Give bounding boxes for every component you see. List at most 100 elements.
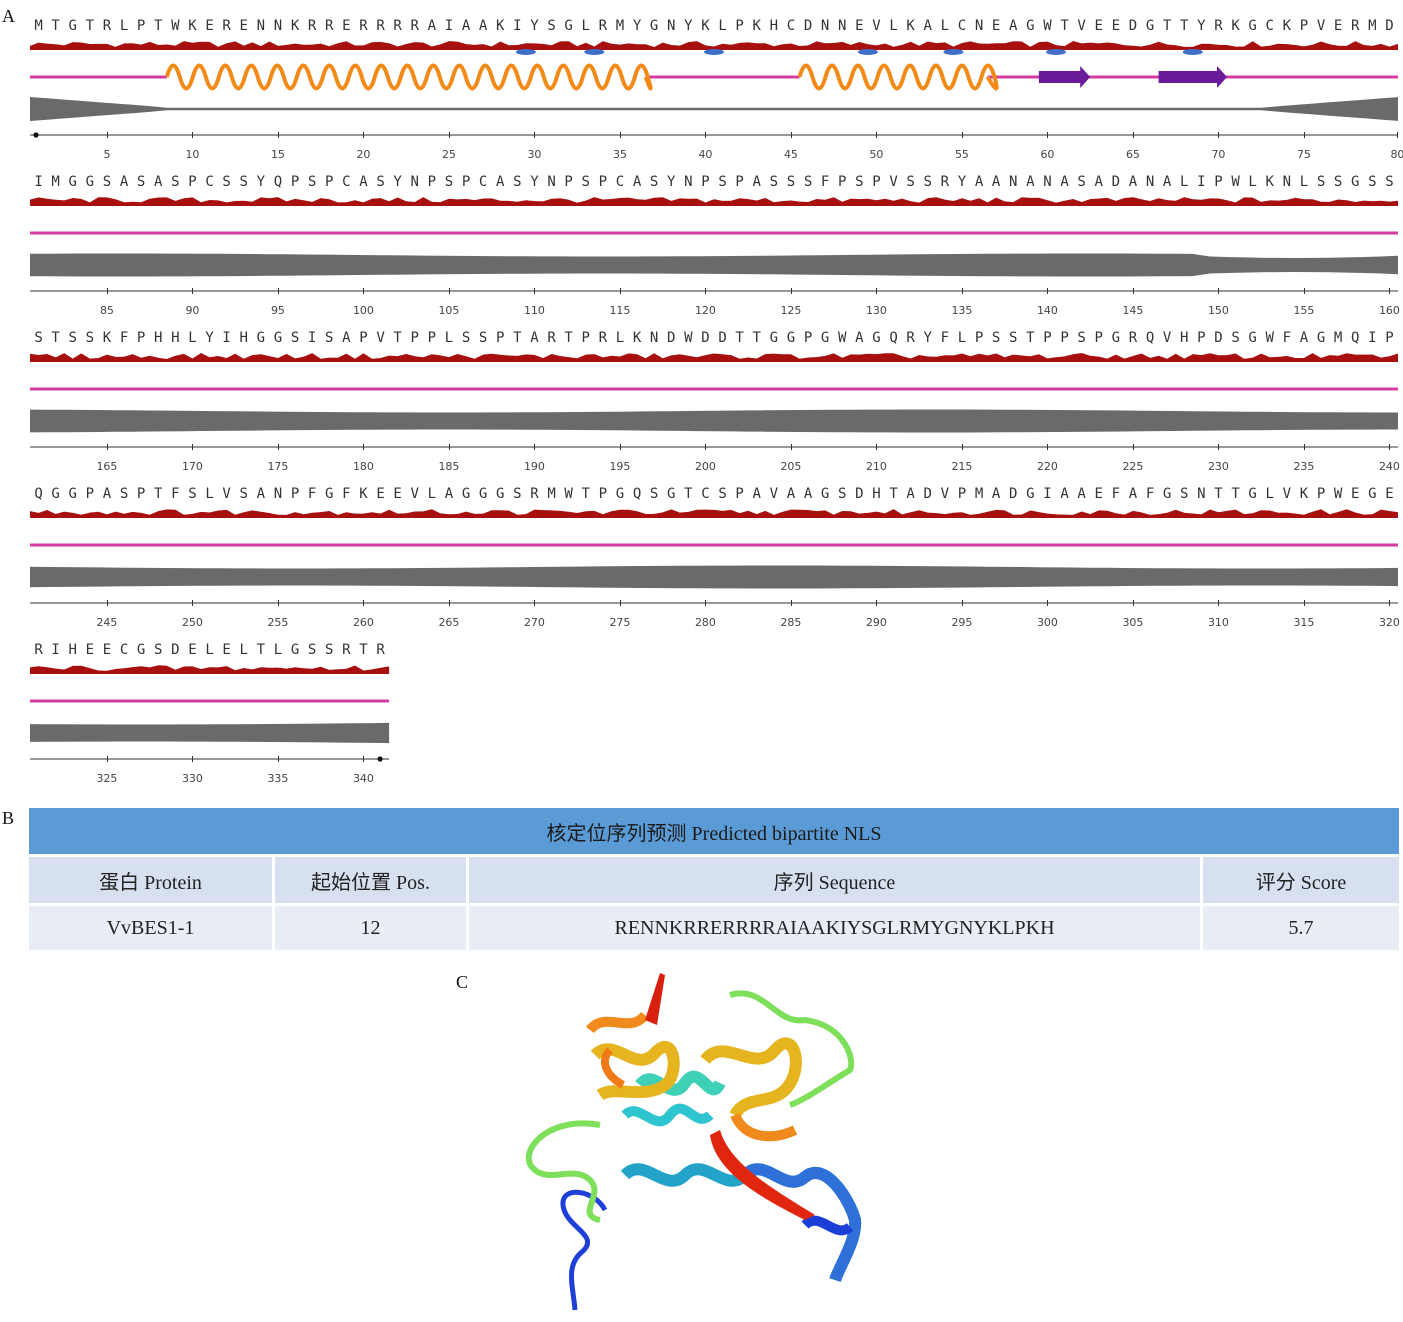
residue-letter: Q: [889, 330, 898, 346]
residue-letter: P: [1043, 330, 1052, 346]
secondary-structure-track: [30, 231, 1398, 235]
sequence-end-dot: [377, 756, 383, 762]
tick-label: 145: [1122, 304, 1144, 317]
residue-letter: R: [222, 18, 231, 34]
residue-letter: P: [85, 486, 95, 502]
table-row: VvBES1-1 12 RENNKRRERRRRAIAAKIYSGLRMYGNY…: [29, 903, 1400, 950]
tick-labels: 5 10 15 20 25 30 35 40 45 50 55 60 65 70 75 80: [30, 132, 1403, 162]
residue-letter: N: [1009, 174, 1018, 190]
residue-letter: G: [1351, 174, 1360, 190]
header-score: 评分 Score: [1203, 854, 1400, 903]
residue-letter: K: [102, 330, 112, 346]
panel-label-b: B: [2, 808, 15, 828]
residue-letter: E: [239, 18, 248, 34]
residue-letter: C: [119, 642, 129, 658]
hydrophilic-dip: [704, 49, 724, 55]
tick-label: 85: [99, 304, 114, 317]
tick-mark: [534, 132, 536, 138]
residue-letter: D: [1111, 174, 1121, 190]
tick-mark: [1047, 132, 1049, 138]
tick-label: 135: [951, 304, 973, 317]
residue-letter: V: [410, 486, 419, 502]
residue-letter: D: [1009, 486, 1018, 502]
residue-letter: V: [1077, 18, 1086, 34]
residue-letter: C: [957, 18, 967, 34]
tick-label: 285: [780, 616, 802, 629]
tick-label: 15: [270, 148, 285, 161]
residue-letter: H: [239, 330, 248, 346]
residue-letter: R: [393, 18, 402, 34]
residue-letter: Y: [632, 18, 642, 34]
residue-letter: E: [1351, 486, 1360, 502]
tick-label: 310: [1207, 616, 1229, 629]
tick-label: 255: [267, 616, 289, 629]
residue-letter: G: [1145, 18, 1155, 34]
residue-letter: N: [684, 174, 693, 190]
residue-letter: R: [102, 18, 112, 34]
residue-letter: I: [307, 330, 317, 346]
residue-letter: R: [34, 642, 43, 658]
residue-letter: A: [478, 18, 488, 34]
residue-letter: F: [171, 486, 180, 502]
helix-glyph: [164, 63, 653, 91]
tick-mark: [1218, 132, 1220, 138]
tick-mark: [534, 600, 536, 606]
residue-letter: N: [273, 18, 283, 34]
residue-letter: Y: [393, 174, 402, 190]
residue-letter: R: [598, 18, 608, 34]
residue-letter: D: [1385, 18, 1394, 34]
residue-letter: N: [820, 18, 830, 34]
residue-letter: T: [1214, 486, 1223, 502]
tick-labels: 85 90 95 100 105 110 115 120 125 130 135 140 145 150 1…: [30, 288, 1400, 318]
tick-label: 165: [96, 460, 118, 473]
tick-mark: [363, 600, 365, 606]
residue-letter: V: [872, 18, 881, 34]
residue-letter: P: [427, 174, 437, 190]
tick-mark: [277, 288, 279, 294]
residue-letter: S: [855, 174, 864, 190]
residue-letter: L: [444, 330, 454, 346]
residue-letter: V: [1162, 330, 1172, 346]
panel-label-a: A: [2, 6, 15, 26]
tick-mark: [961, 288, 963, 294]
residue-letter: Y: [205, 330, 214, 346]
residue-letter: P: [735, 174, 744, 190]
residue-letter: S: [649, 174, 659, 190]
residue-letter: G: [273, 330, 283, 346]
residue-letter: D: [667, 330, 676, 346]
tick-mark: [534, 288, 536, 294]
residue-letter: G: [769, 330, 779, 346]
hydrophobicity-track: [30, 41, 1398, 55]
tick-mark: [1132, 288, 1134, 294]
tick-label: 45: [783, 148, 798, 161]
tick-label: 220: [1036, 460, 1058, 473]
residue-letter: P: [290, 174, 300, 190]
disorder-profile: [30, 565, 1398, 589]
residue-letter: T: [256, 642, 266, 658]
tick-label: 60: [1040, 148, 1055, 161]
residue-letter: S: [376, 174, 385, 190]
residue-letter: A: [1026, 174, 1035, 190]
tick-label: 170: [181, 460, 203, 473]
residue-letter: L: [205, 486, 214, 502]
residue-letter: T: [1231, 486, 1240, 502]
residue-letter: S: [239, 486, 248, 502]
residue-letter: G: [1111, 330, 1121, 346]
residue-letter: K: [1282, 18, 1292, 34]
hydrophilic-dip: [1182, 49, 1203, 55]
tick-mark: [192, 600, 194, 606]
residue-letter: T: [154, 18, 163, 34]
residue-letter: Y: [530, 174, 539, 190]
sequence-start-dot: [33, 132, 39, 138]
tick-label: 115: [609, 304, 631, 317]
tick-mark: [448, 132, 450, 138]
residue-letter: G: [615, 486, 625, 502]
residue-letter: S: [1009, 330, 1018, 346]
ribbon-red-strand-top: [645, 973, 665, 1025]
tick-label: 295: [951, 616, 973, 629]
tick-mark: [192, 132, 194, 138]
tick-label: 160: [1378, 304, 1400, 317]
residue-letter: S: [461, 330, 471, 346]
